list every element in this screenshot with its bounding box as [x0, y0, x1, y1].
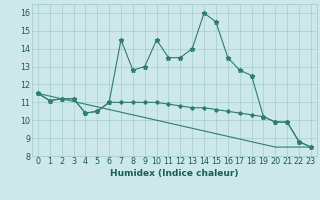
X-axis label: Humidex (Indice chaleur): Humidex (Indice chaleur) [110, 169, 239, 178]
